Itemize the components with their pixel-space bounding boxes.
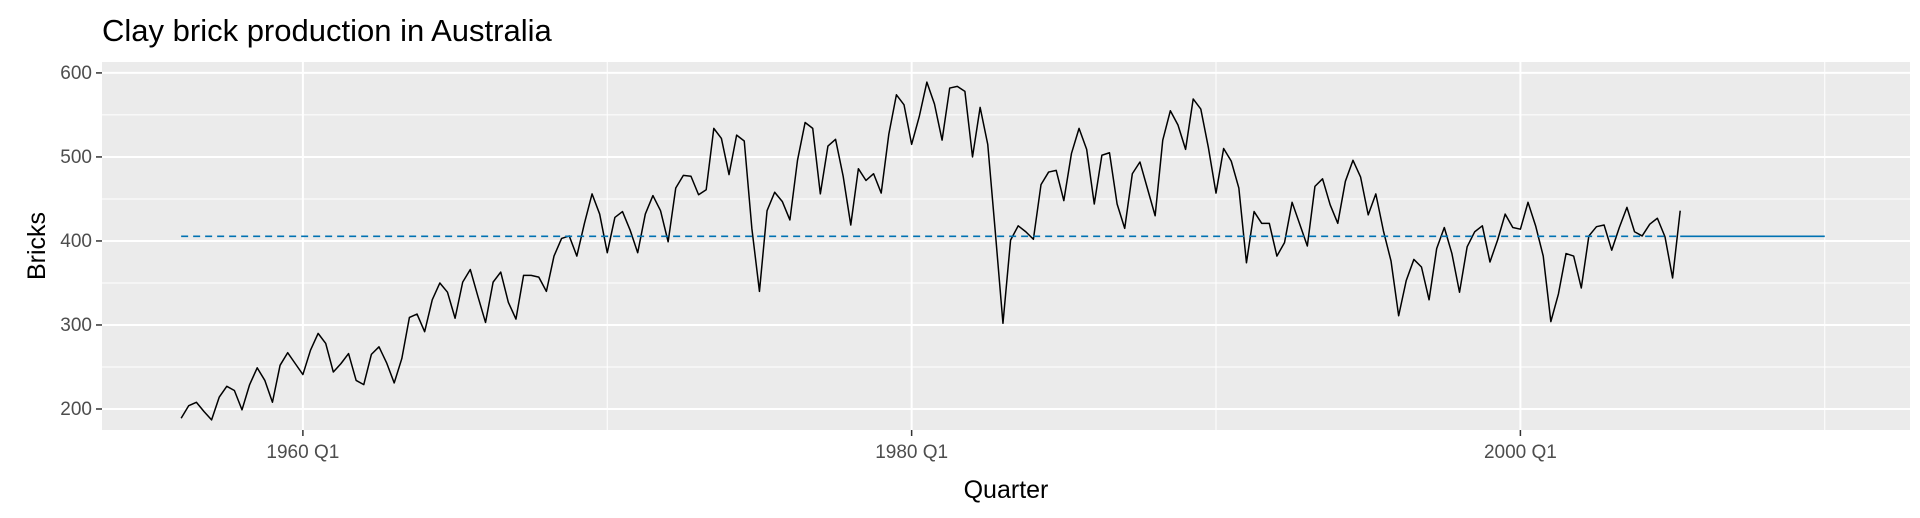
y-axis-title: Bricks <box>23 212 51 280</box>
y-tick-label: 400 <box>60 231 92 252</box>
plot-panel <box>102 62 1910 430</box>
series-layer <box>180 81 1825 421</box>
y-tick-label: 600 <box>60 63 92 84</box>
y-tick-label: 300 <box>60 315 92 336</box>
x-tick-label: 1960 Q1 <box>266 442 339 463</box>
y-tick-label: 500 <box>60 147 92 168</box>
x-tick-label: 2000 Q1 <box>1484 442 1557 463</box>
series-line-observed <box>180 81 1681 421</box>
y-axis: 200 300 400 500 600 <box>60 63 102 420</box>
y-tick-label: 200 <box>60 399 92 420</box>
x-axis: 1960 Q1 1980 Q1 2000 Q1 <box>266 430 1557 463</box>
x-tick-label: 1980 Q1 <box>875 442 948 463</box>
x-axis-title: Quarter <box>964 476 1049 504</box>
grid-minor <box>102 62 1910 430</box>
chart-title: Clay brick production in Australia <box>102 13 552 48</box>
